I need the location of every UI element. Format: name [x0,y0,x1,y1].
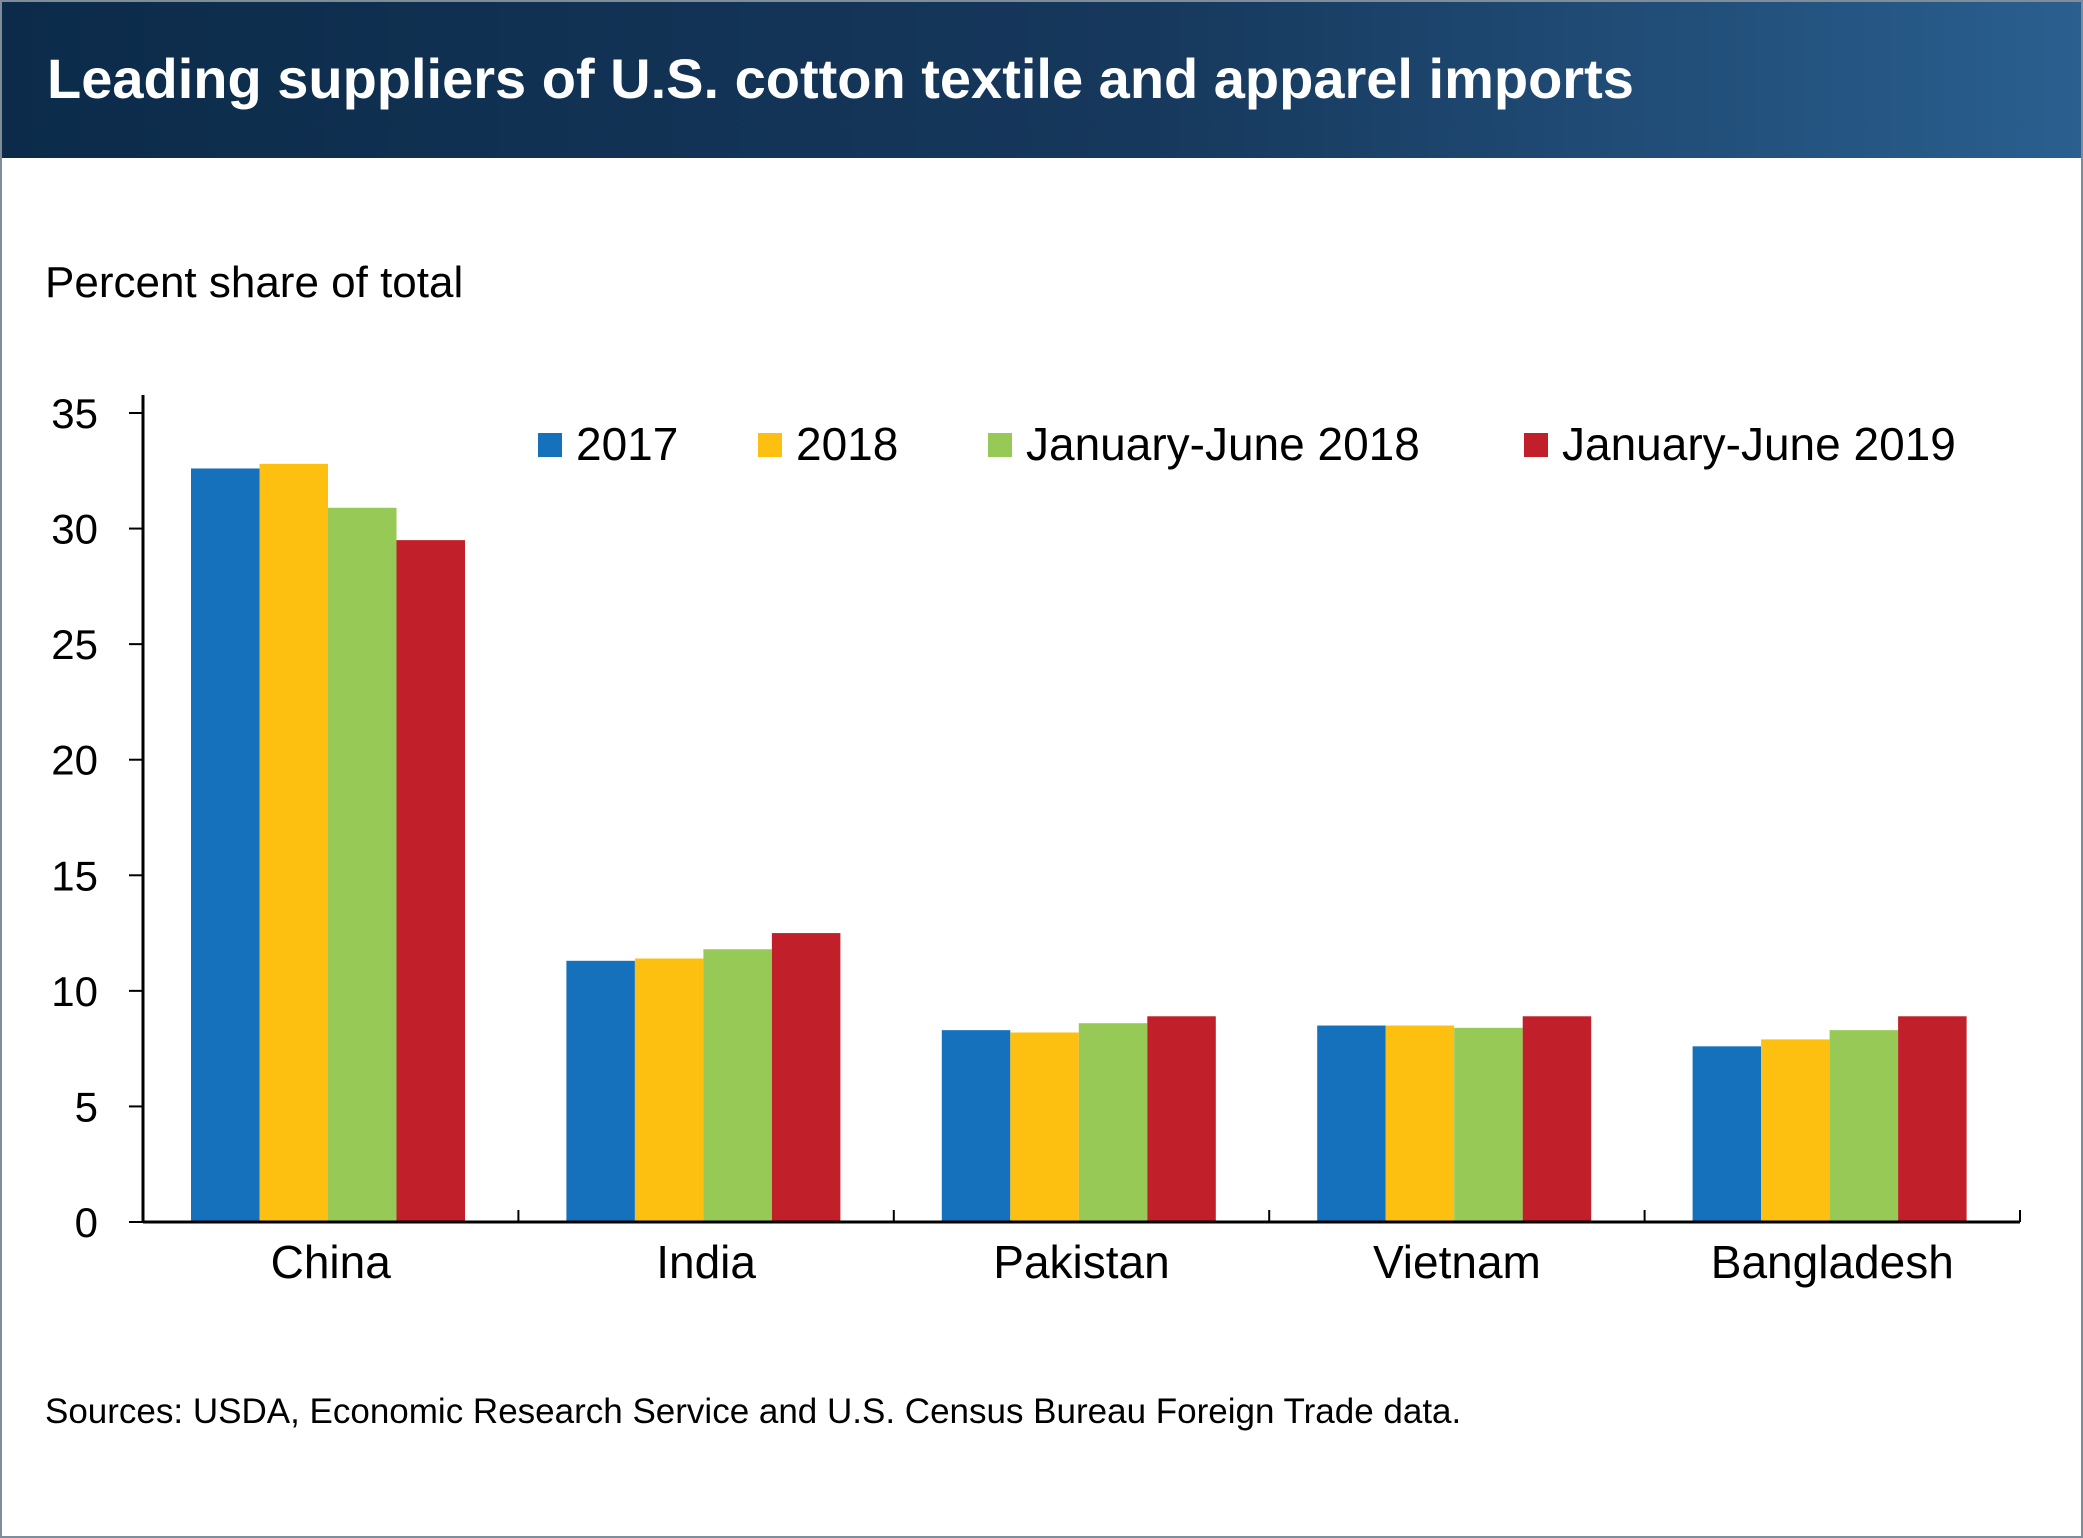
bar-china-1 [191,468,260,1223]
x-tick-label-india: India [656,1236,756,1288]
bar-pakistan-2 [1010,1032,1079,1222]
y-tick-label-0: 0 [75,1199,98,1246]
y-tick-label-20: 20 [51,737,98,784]
x-tick-label-pakistan: Pakistan [993,1236,1169,1288]
bar-vietnam-1 [1317,1025,1386,1222]
bar-vietnam-3 [1454,1027,1523,1222]
legend-label-3: January-June 2018 [1026,418,1420,470]
legend-item-1: 2017 [538,418,678,470]
bar-bangladesh-2 [1761,1039,1830,1222]
source-note: Sources: USDA, Economic Research Service… [45,1392,1462,1431]
legend-swatch-3 [988,433,1012,457]
legend-item-4: January-June 2019 [1524,418,1956,470]
y-tick-label-10: 10 [51,968,98,1015]
header-banner: Leading suppliers of U.S. cotton textile… [2,2,2081,158]
y-tick-label-15: 15 [51,852,98,899]
axes-group: China India Pakistan Vietnam Bangladesh 0 5 10 1… [51,390,2021,1288]
x-tick-label-vietnam: Vietnam [1373,1236,1541,1288]
x-tick-label-bangladesh: Bangladesh [1711,1236,1954,1288]
bars-group [191,463,1967,1223]
x-tick-label-china: China [271,1236,392,1288]
legend-swatch-1 [538,433,562,457]
legend-label-1: 2017 [576,418,678,470]
chart-title: Leading suppliers of U.S. cotton textile… [47,47,1634,110]
bar-china-2 [259,463,328,1222]
bar-pakistan-4 [1147,1016,1216,1222]
bar-vietnam-4 [1522,1016,1592,1222]
bar-pakistan-1 [941,1030,1011,1222]
bar-india-1 [566,960,635,1222]
legend-item-2: 2018 [758,418,898,470]
bar-vietnam-2 [1385,1025,1455,1222]
bar-bangladesh-1 [1692,1046,1762,1222]
y-tick-label-35: 35 [51,390,98,437]
bar-china-3 [328,507,397,1223]
y-tick-label-5: 5 [75,1083,98,1130]
bar-bangladesh-4 [1898,1016,1967,1222]
bar-india-3 [703,949,772,1222]
legend-swatch-4 [1524,433,1548,457]
bar-china-4 [396,540,465,1222]
bar-india-4 [771,933,841,1222]
y-tick-label-30: 30 [51,506,98,553]
bar-pakistan-3 [1078,1023,1148,1222]
bar-bangladesh-3 [1829,1030,1899,1222]
legend-swatch-2 [758,433,782,457]
y-axis-label: Percent share of total [45,258,464,307]
legend-label-4: January-June 2019 [1562,418,1956,470]
legend: 2017 2018 January-June 2018 January-June 20… [538,418,1956,470]
y-tick-label-25: 25 [51,621,98,668]
bar-india-2 [634,958,704,1222]
legend-label-2: 2018 [796,418,898,470]
legend-item-3: January-June 2018 [988,418,1420,470]
